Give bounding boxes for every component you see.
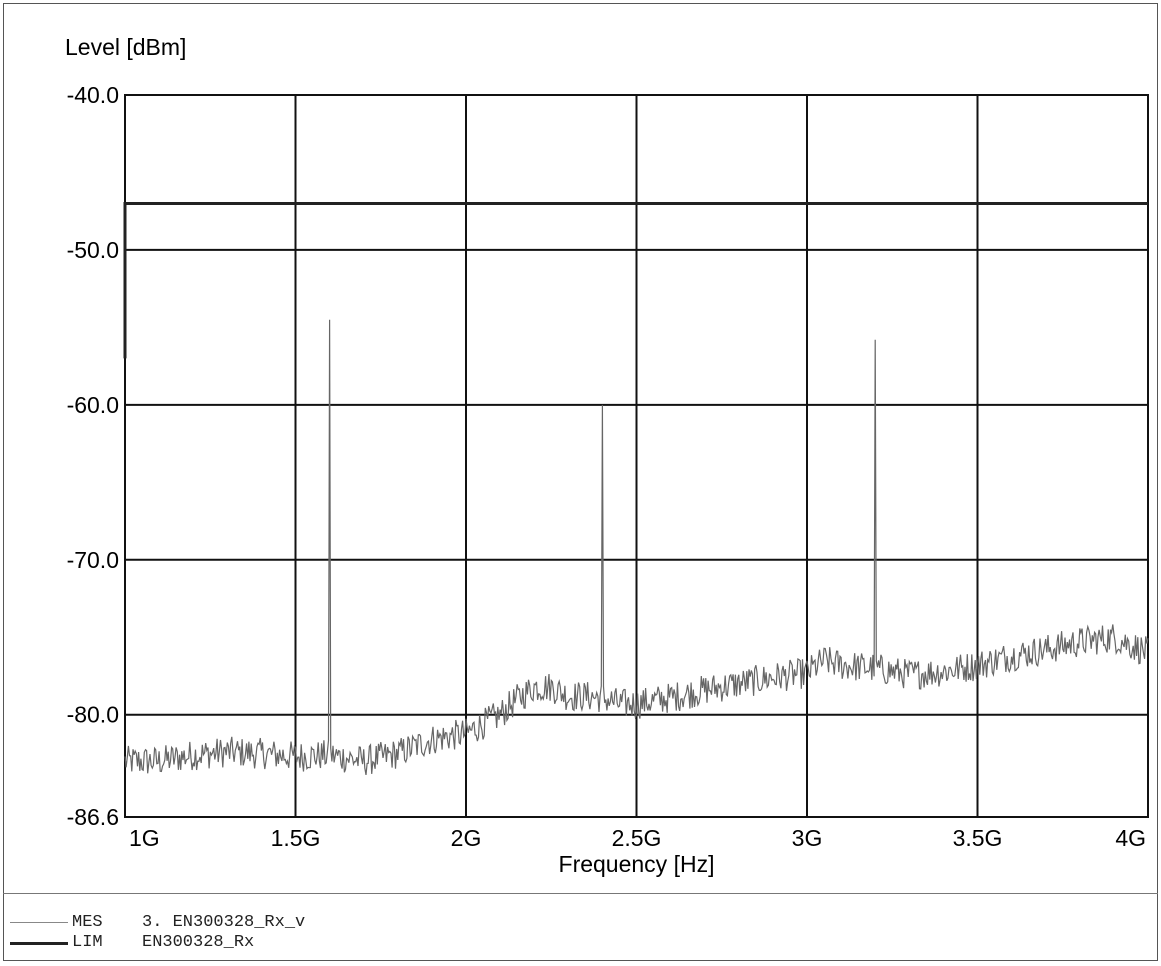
legend-code-mes: MES [72,912,103,932]
x-axis-label: Frequency [Hz] [559,851,715,877]
series-lim-line [123,201,1148,359]
legend-text-lim: EN300328_Rx [142,932,255,952]
chart-frame [3,3,1158,961]
y-tick-label: -70.0 [67,547,119,573]
x-tick-label: 1.5G [271,825,321,851]
y-tick-label: -60.0 [67,392,119,418]
legend-separator [3,893,1158,894]
legend-swatch-lim [10,932,68,952]
x-tick-label: 2G [451,825,482,851]
x-tick-label: 3G [792,825,823,851]
x-tick-label: 1G [129,825,160,851]
x-tick-label: 4G [1115,825,1146,851]
x-tick-label: 2.5G [612,825,662,851]
chart-plot: -40.0 -50.0 -60.0 -70.0 -80.0 -86.6 1G 1.5G 2G 2.… [65,34,1149,877]
legend: MES 3. EN300328_Rx_v LIM EN300328_Rx [10,912,305,952]
legend-item-lim: LIM EN300328_Rx [10,932,305,952]
legend-item-mes: MES 3. EN300328_Rx_v [10,912,305,932]
y-tick-label: -40.0 [67,82,119,108]
y-axis-label: Level [dBm] [65,34,186,60]
y-tick-label: -50.0 [67,237,119,263]
series-mes-line [124,319,1149,776]
legend-code-lim: LIM [72,932,103,952]
y-tick-label: -86.6 [67,804,119,830]
legend-text-mes: 3. EN300328_Rx_v [142,912,306,932]
legend-swatch-mes [10,912,68,932]
y-tick-label: -80.0 [67,702,119,728]
x-tick-label: 3.5G [953,825,1003,851]
